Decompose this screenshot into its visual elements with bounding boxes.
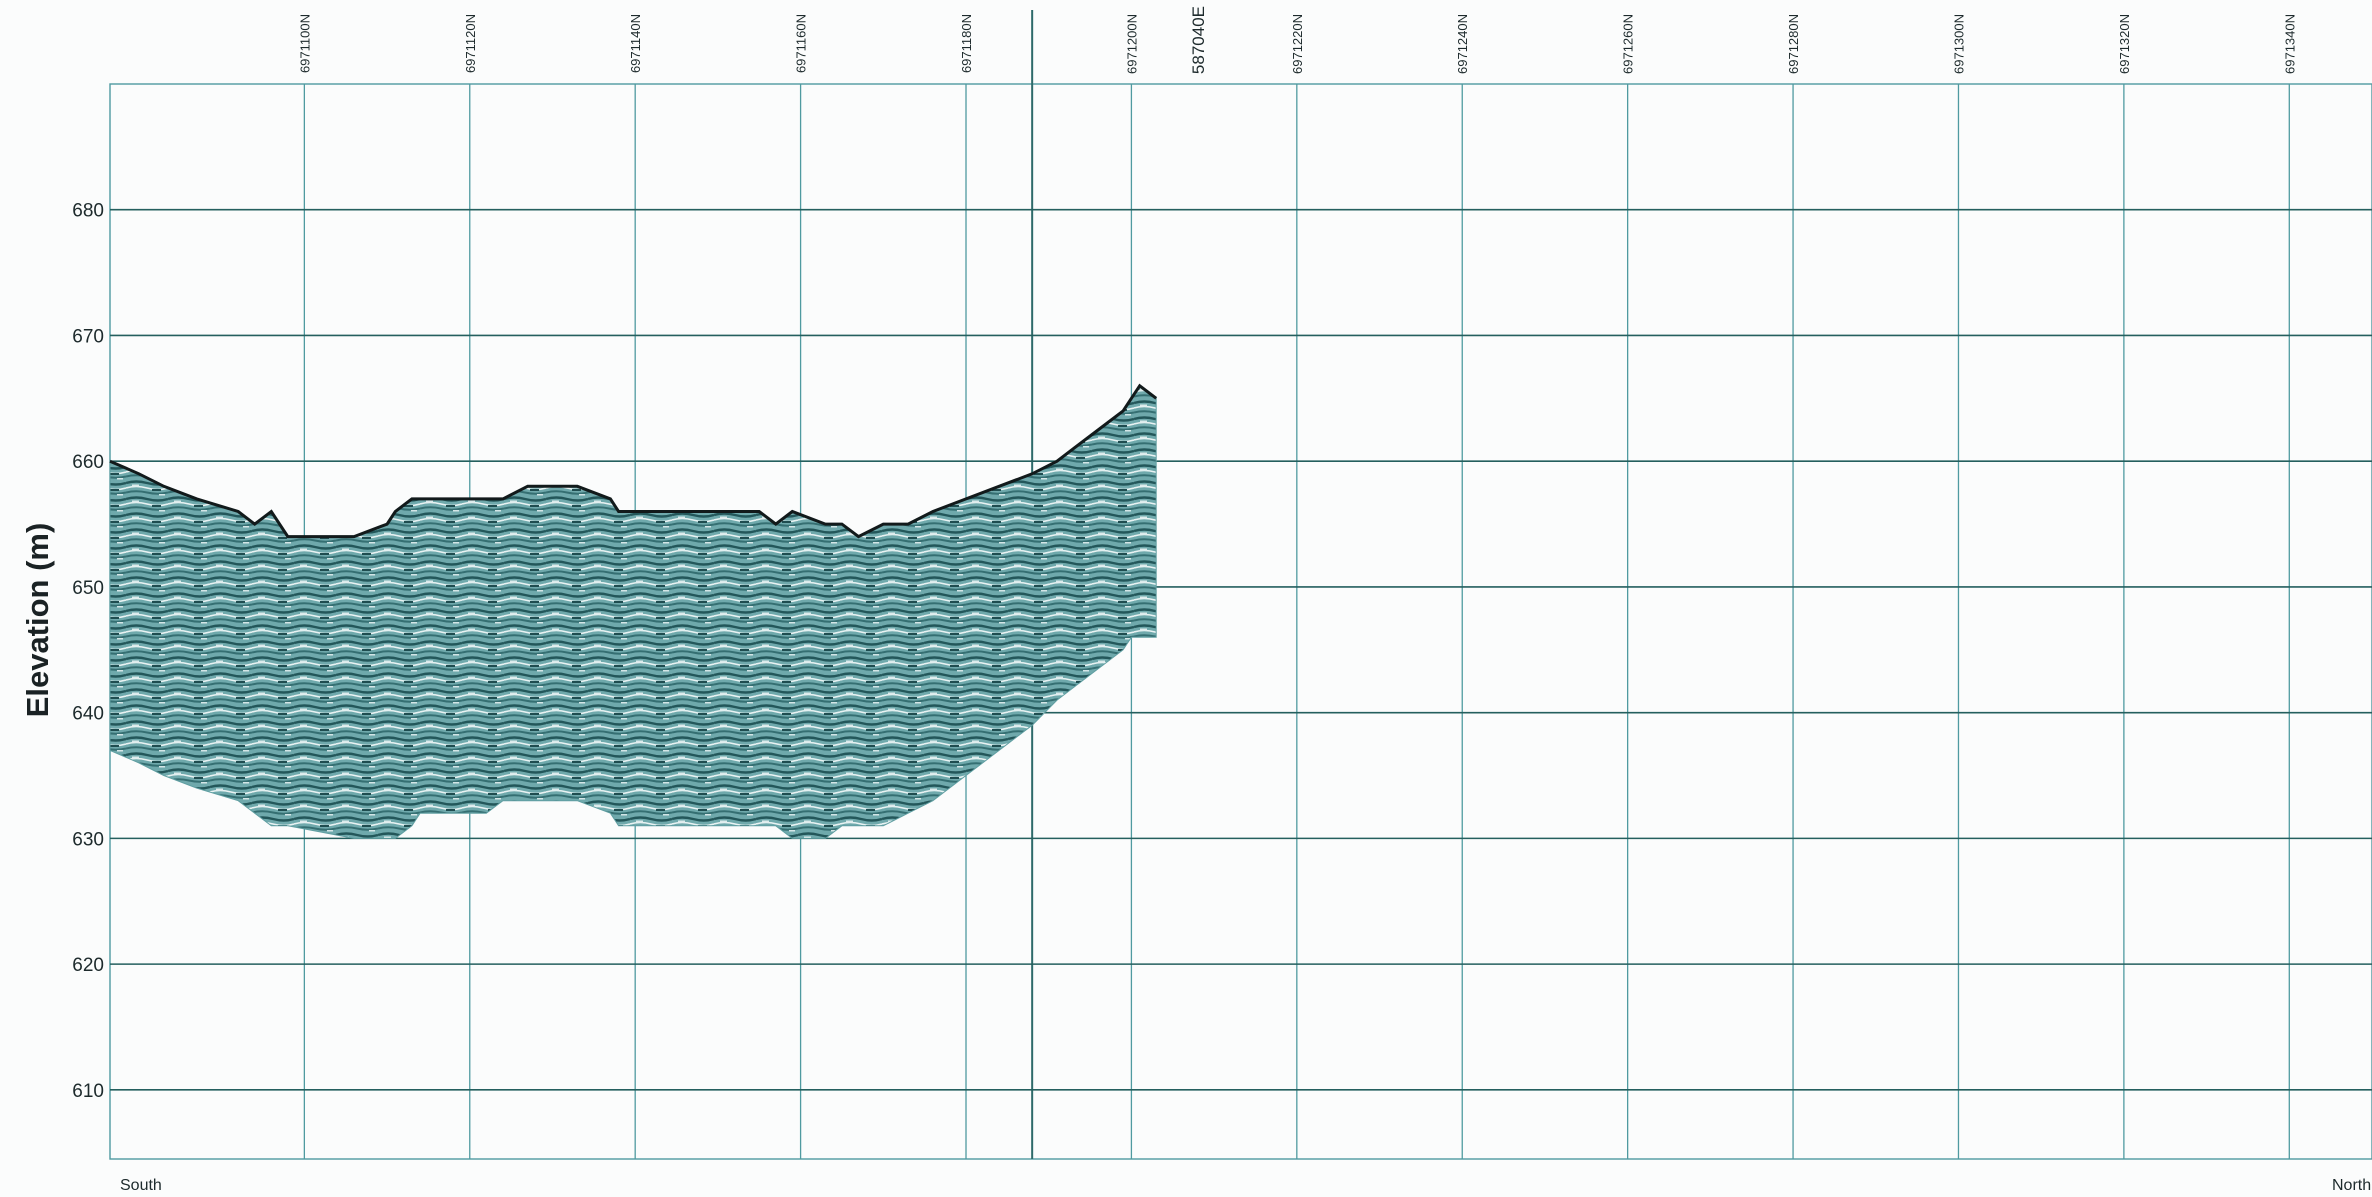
south-label: South (120, 1177, 162, 1194)
northing-tick-label: 6971180N (959, 14, 974, 73)
ground-surface-line (109, 383, 1158, 539)
elevation-tick-label: 630 (72, 829, 104, 850)
northing-tick-label: 6971260N (1621, 14, 1636, 74)
northing-tick-labels: 6971100N 6971120N 6971140N 6971160N 6971180N… (297, 14, 2297, 74)
elevation-tick-label: 680 (72, 201, 104, 222)
easting-crossing-label: 587040E (1189, 6, 1208, 74)
northing-tick-label: 6971280N (1786, 14, 1801, 74)
northing-tick-label: 6971320N (2117, 14, 2132, 74)
elevation-tick-label: 620 (72, 955, 104, 976)
northing-tick-label: 6971220N (1290, 14, 1305, 74)
northing-tick-label: 6971100N (297, 14, 312, 73)
elevation-tick-label: 650 (72, 578, 104, 599)
northing-tick-label: 6971240N (1455, 14, 1470, 74)
elevation-tick-label: 640 (72, 704, 104, 725)
gpr-radargram (109, 383, 1158, 839)
north-label: North (2332, 1177, 2371, 1194)
elevation-tick-label: 670 (72, 326, 104, 347)
y-axis-title: Elevation (m) (20, 523, 55, 718)
northing-tick-label: 6971140N (628, 14, 643, 73)
radargram-area (109, 385, 1157, 839)
northing-tick-label: 6971340N (2282, 14, 2297, 74)
northing-tick-label: 6971120N (463, 14, 478, 73)
elevation-tick-label: 660 (72, 452, 104, 473)
northing-tick-label: 6971200N (1124, 14, 1139, 74)
elevation-tick-labels: 680 670 660 650 640 630 620 610 (72, 201, 104, 1102)
elevation-tick-label: 610 (72, 1081, 104, 1102)
northing-tick-label: 6971300N (1951, 14, 1966, 74)
northing-tick-label: 6971160N (794, 14, 809, 73)
